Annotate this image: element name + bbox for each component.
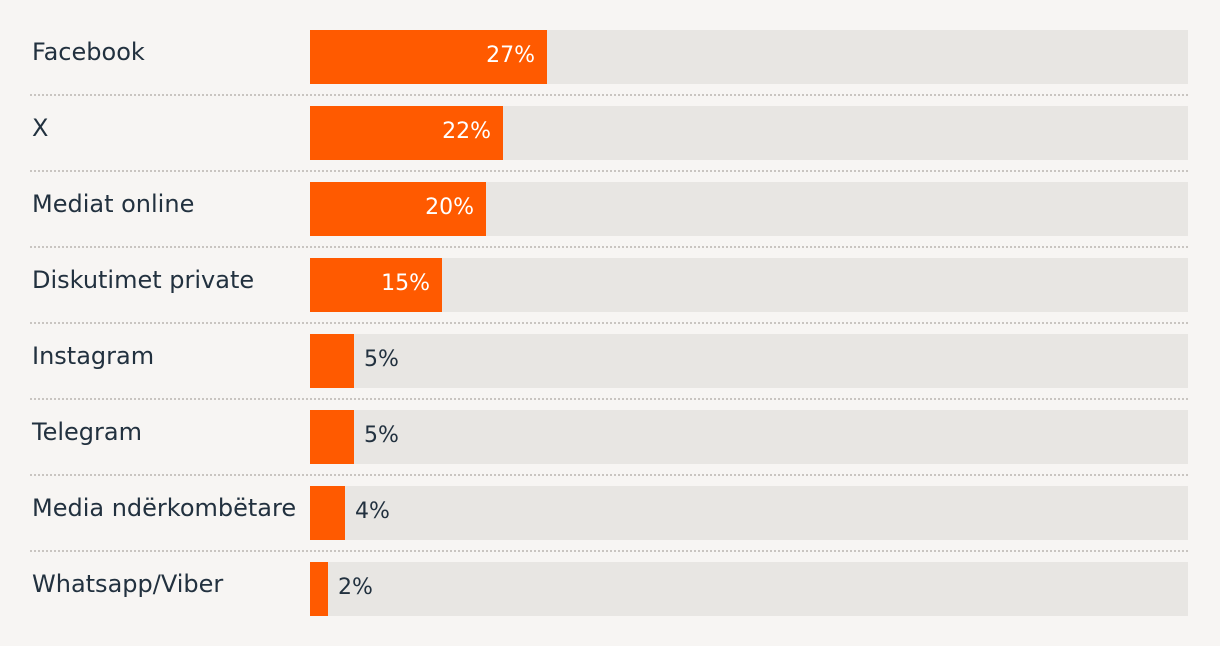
value-label: 15% bbox=[381, 271, 430, 296]
category-label: Mediat online bbox=[32, 190, 195, 218]
bar-row: Diskutimet private 15% bbox=[30, 258, 1188, 334]
bar-track: 15% bbox=[310, 258, 1188, 312]
bar bbox=[310, 258, 442, 312]
value-label: 5% bbox=[364, 347, 399, 372]
category-label: X bbox=[32, 114, 49, 142]
value-label: 20% bbox=[425, 195, 474, 220]
bar bbox=[310, 486, 345, 540]
category-label: Diskutimet private bbox=[32, 266, 255, 294]
category-label: Instagram bbox=[32, 342, 155, 370]
bar bbox=[310, 562, 328, 616]
bar-row: Facebook 27% bbox=[30, 30, 1188, 106]
bar-track: 5% bbox=[310, 334, 1188, 388]
bar-track: 27% bbox=[310, 30, 1188, 84]
row-divider bbox=[30, 550, 1188, 552]
bar-row: Whatsapp/Viber 2% bbox=[30, 562, 1188, 638]
bar bbox=[310, 334, 354, 388]
bar bbox=[310, 30, 547, 84]
value-label: 5% bbox=[364, 423, 399, 448]
category-label: Media ndërkombëtare bbox=[32, 494, 297, 522]
bar bbox=[310, 106, 503, 160]
bar-track: 22% bbox=[310, 106, 1188, 160]
row-divider bbox=[30, 170, 1188, 172]
row-divider bbox=[30, 474, 1188, 476]
bar-row: Mediat online 20% bbox=[30, 182, 1188, 258]
row-divider bbox=[30, 322, 1188, 324]
value-label: 27% bbox=[486, 43, 535, 68]
row-divider bbox=[30, 398, 1188, 400]
category-label: Telegram bbox=[32, 418, 142, 446]
value-label: 2% bbox=[338, 575, 373, 600]
row-divider bbox=[30, 246, 1188, 248]
value-label: 22% bbox=[442, 119, 491, 144]
bar-row: X 22% bbox=[30, 106, 1188, 182]
row-divider bbox=[30, 94, 1188, 96]
bar-row: Instagram 5% bbox=[30, 334, 1188, 410]
bar-track: 5% bbox=[310, 410, 1188, 464]
bar-track: 20% bbox=[310, 182, 1188, 236]
value-label: 4% bbox=[355, 499, 390, 524]
category-label: Whatsapp/Viber bbox=[32, 570, 224, 598]
bar-row: Media ndërkombëtare 4% bbox=[30, 486, 1188, 562]
bar bbox=[310, 182, 486, 236]
category-label: Facebook bbox=[32, 38, 145, 66]
bar-row: Telegram 5% bbox=[30, 410, 1188, 486]
bar bbox=[310, 410, 354, 464]
bar-track: 2% bbox=[310, 562, 1188, 616]
bar-track: 4% bbox=[310, 486, 1188, 540]
